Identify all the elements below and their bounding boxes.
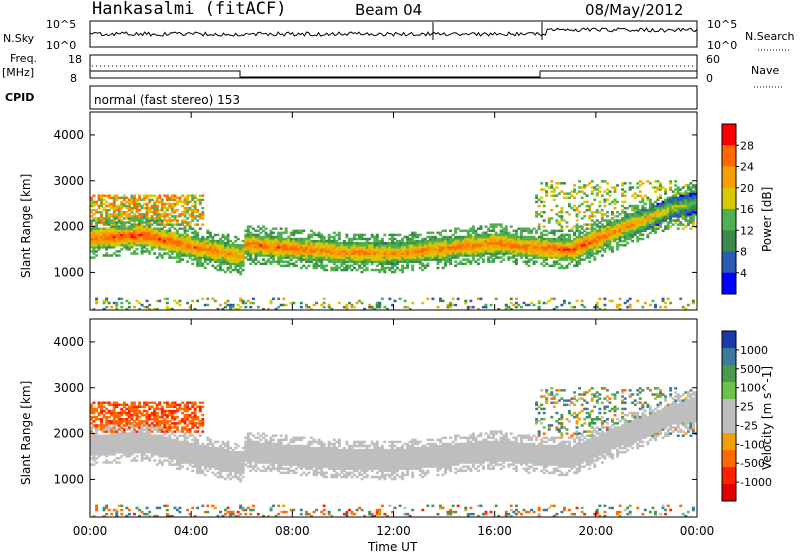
x-tick-label: 00:00 — [680, 524, 715, 538]
colorbar-swatch — [722, 187, 736, 210]
power-ylabel: Slant Range [km] — [19, 174, 33, 278]
date-title: 08/May/2012 — [585, 1, 683, 19]
nsky-tick-top: 10^5 — [46, 18, 76, 31]
nsearch-tick-top: 10^5 — [707, 18, 737, 31]
freq-unit: [MHz] — [2, 66, 34, 79]
colorbar-swatch — [722, 145, 736, 167]
colorbar-swatch — [722, 484, 736, 502]
colorbar-swatch — [722, 209, 736, 231]
nsky-line — [89, 27, 698, 37]
power-colorbar-label: Power [dB] — [760, 187, 774, 252]
cpid-value: normal (fast stereo) 153 — [94, 93, 240, 107]
cpid-panel — [89, 85, 698, 110]
colorbar-tick: 8 — [740, 246, 747, 259]
colorbar-swatch — [722, 416, 736, 434]
colorbar-tick: -1000 — [740, 476, 772, 489]
freq-line — [90, 70, 697, 78]
nsky-tick-bottom: 10^0 — [46, 39, 76, 52]
x-tick-label: 16:00 — [477, 524, 512, 538]
power-pixels — [90, 180, 698, 311]
nsearch-tick-bottom: 10^0 — [707, 39, 737, 52]
freq-trace — [90, 65, 697, 78]
velocity-colorbar-label: Velocity [m s^-1] — [760, 366, 774, 470]
colorbar-swatch — [722, 230, 736, 252]
colorbar-swatch — [722, 365, 736, 383]
x-tick-label: 08:00 — [275, 524, 310, 538]
colorbar-tick: 28 — [740, 139, 754, 152]
colorbar-tick: 16 — [740, 203, 754, 216]
nave-tick-top: 60 — [706, 53, 720, 66]
colorbar-swatch — [722, 124, 736, 146]
colorbar-tick: 12 — [740, 224, 754, 237]
colorbar-tick: 20 — [740, 182, 754, 195]
beam-title: Beam 04 — [355, 1, 422, 19]
colorbar-swatch — [722, 433, 736, 451]
x-tick-label: 00:00 — [73, 524, 108, 538]
power-axes: 4000 3000 2000 1000 — [53, 112, 698, 310]
y-tick-label: 4000 — [53, 335, 84, 349]
colorbar-tick: 100 — [740, 382, 761, 395]
y-tick-label: 2000 — [53, 427, 84, 441]
velocity-pixels — [90, 387, 698, 518]
cpid-label: CPID — [5, 91, 34, 104]
nave-tick-bottom: 0 — [706, 72, 713, 85]
nave-label: Nave — [751, 64, 779, 77]
colorbar-tick: 4 — [740, 267, 747, 280]
y-tick-label: 3000 — [53, 174, 84, 188]
colorbar-swatch — [722, 450, 736, 468]
colorbar-swatch — [722, 166, 736, 189]
freq-tick-top: 18 — [68, 53, 82, 66]
freq-tick-bottom: 8 — [70, 72, 77, 85]
colorbar-tick: 24 — [740, 161, 754, 174]
colorbar-swatch — [722, 251, 736, 274]
x-tick-labels: 00:00 04:00 08:00 12:00 16:00 20:00 00:00 — [73, 524, 715, 538]
x-tick-label: 12:00 — [376, 524, 411, 538]
station-title: Hankasalmi (fitACF) — [92, 0, 286, 19]
power-panel: 4000 3000 2000 1000 — [53, 111, 698, 311]
y-tick-label: 1000 — [53, 472, 84, 486]
y-tick-label: 2000 — [53, 220, 84, 234]
power-colorbar: 28 24 20 16 12 8 4 — [721, 123, 754, 295]
colorbar-swatch — [722, 399, 736, 417]
colorbar-tick: -25 — [740, 419, 758, 432]
colorbar-swatch — [722, 467, 736, 485]
colorbar-tick: -100 — [740, 438, 765, 451]
colorbar-swatch — [722, 348, 736, 366]
colorbar-swatch — [722, 382, 736, 400]
x-tick-label: 20:00 — [579, 524, 614, 538]
colorbar-tick: 25 — [740, 401, 754, 414]
freq-panel — [89, 54, 698, 79]
colorbar-swatch — [722, 272, 736, 295]
nsky-label: N.Sky — [3, 32, 35, 45]
colorbar-tick: 500 — [740, 363, 761, 376]
y-tick-label: 4000 — [53, 128, 84, 142]
x-axis-label: Time UT — [367, 540, 418, 554]
colorbar-tick: -500 — [740, 457, 765, 470]
y-tick-label: 1000 — [53, 265, 84, 279]
colorbar-swatch — [722, 331, 736, 349]
nsky-panel — [89, 20, 698, 48]
y-tick-label: 3000 — [53, 381, 84, 395]
colorbar-tick: 1000 — [740, 344, 768, 357]
velocity-ylabel: Slant Range [km] — [19, 381, 33, 485]
x-tick-label: 04:00 — [174, 524, 209, 538]
velocity-colorbar: 1000 500 100 25 -25 -100 -500 -1000 — [721, 330, 772, 502]
nsearch-label: N.Search — [745, 30, 795, 43]
velocity-panel: 4000 3000 2000 1000 — [53, 318, 698, 518]
freq-label: Freq. — [10, 52, 37, 65]
nsky-trace — [89, 22, 698, 40]
velocity-axes: 4000 3000 2000 1000 — [53, 319, 698, 517]
